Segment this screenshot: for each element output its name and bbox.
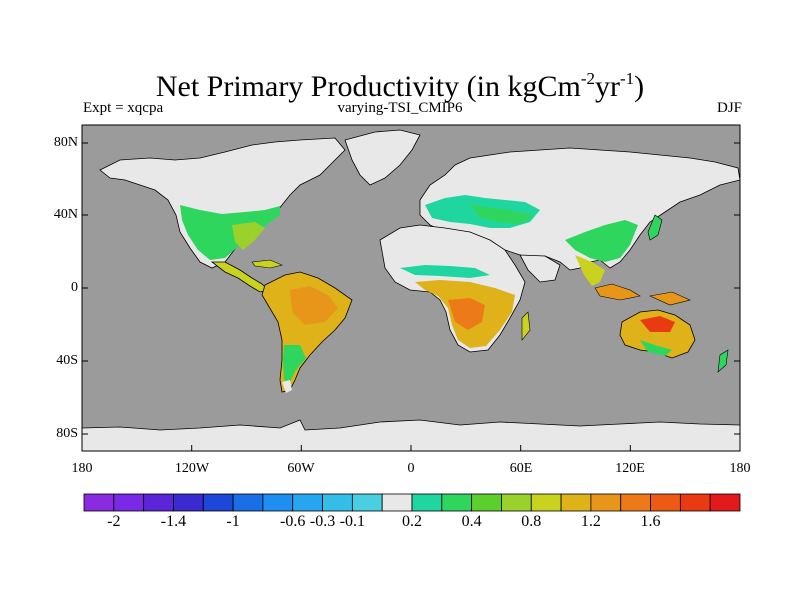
- colorbar-label: 1.6: [640, 513, 661, 530]
- x-tick-label: 0: [407, 461, 415, 476]
- usa-vegetation: [180, 205, 280, 260]
- y-tick-label: 80N: [53, 135, 78, 150]
- colorbar-label: -0.1: [339, 513, 366, 530]
- y-tick-label: 0: [71, 280, 78, 295]
- x-tick-label: 120E: [615, 461, 645, 476]
- chart-title: Net Primary Productivity (in kgCm-2yr-1): [155, 69, 645, 103]
- map-layers: [82, 125, 740, 451]
- colorbar-label: -0.3: [309, 513, 336, 530]
- colorbar-label: 0.2: [402, 513, 422, 530]
- south-asia-vegetation: [575, 255, 605, 286]
- x-tick-label: 180: [71, 461, 93, 476]
- colorbar-label: 1.2: [580, 513, 601, 530]
- caribbean-islands: [251, 259, 283, 269]
- colorbar-label: -1.4: [160, 513, 187, 530]
- colorbar-label: 0.4: [461, 513, 482, 530]
- colorbar-label: 0.8: [521, 513, 542, 530]
- greenland-land: [344, 129, 421, 186]
- new-zealand-land: [717, 349, 729, 373]
- season-label: DJF: [716, 100, 742, 116]
- x-tick-label: 120W: [174, 461, 210, 476]
- x-tick-label: 60W: [287, 461, 315, 476]
- east-asia-vegetation: [565, 220, 638, 262]
- japan-land: [647, 214, 663, 241]
- mediterranean-vegetation: [470, 205, 535, 224]
- maritime-continent-land: [594, 283, 641, 301]
- colorbar-label: -0.6: [280, 513, 306, 530]
- australia-south: [640, 340, 672, 356]
- australia-land: [619, 309, 696, 359]
- amazon-core: [290, 286, 338, 325]
- patagonia: [282, 380, 292, 393]
- australia-core: [640, 316, 675, 332]
- x-tick-label: 180: [729, 461, 751, 476]
- antarctica-land: [82, 419, 740, 451]
- colorbar-label: -2: [107, 513, 121, 530]
- y-tick-label: 40N: [53, 207, 78, 222]
- axis-ticks: [81, 142, 741, 451]
- africa-sahel-vegetation: [400, 265, 490, 278]
- south-america-south: [283, 345, 306, 382]
- madagascar-land: [521, 311, 531, 341]
- new-guinea-land: [648, 291, 691, 306]
- y-tick-label: 40S: [56, 353, 78, 368]
- usa-southeast-vegetation: [232, 222, 265, 250]
- x-tick-label: 60E: [509, 461, 533, 476]
- experiment-label: Expt = xqcpa: [83, 100, 164, 116]
- arabia-land: [519, 254, 561, 283]
- y-tick-label: 80S: [56, 426, 78, 441]
- colorbar-label: -1: [226, 513, 240, 530]
- africa-south-core: [448, 298, 485, 330]
- chart-subtitle: varying-TSI_CMIP6: [337, 100, 463, 116]
